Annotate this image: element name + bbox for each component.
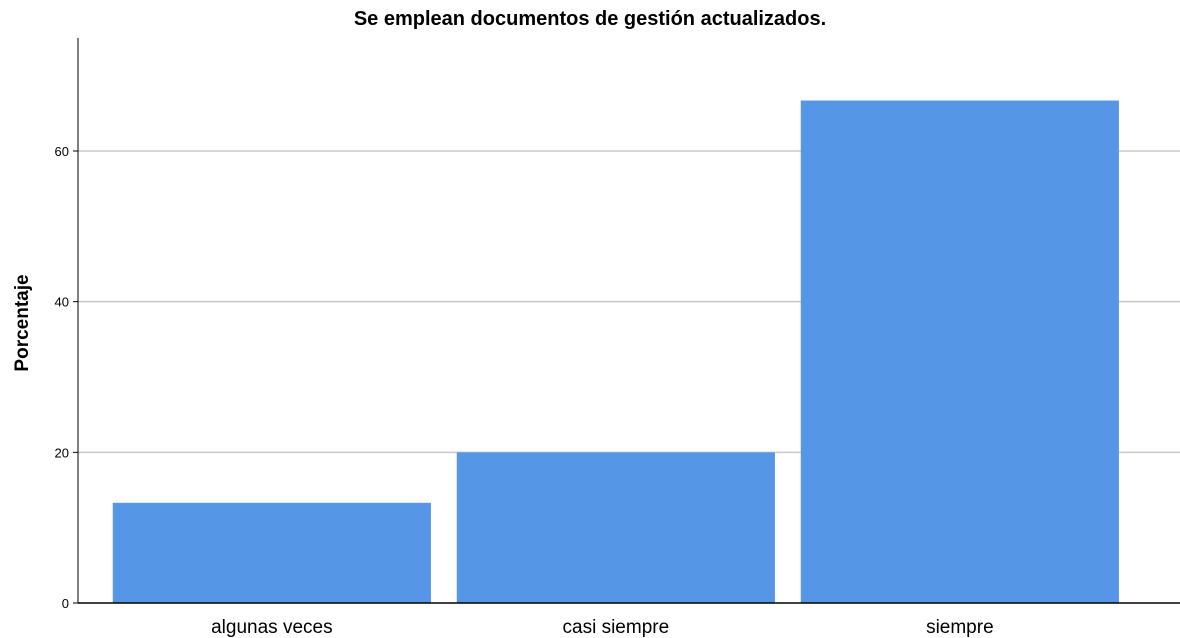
bar-casi-siempre	[456, 452, 775, 603]
y-tick-label-40: 40	[55, 295, 69, 310]
y-tick-label-0: 0	[62, 596, 69, 611]
axes	[73, 38, 1180, 604]
bars	[112, 100, 1119, 603]
y-axis-title: Porcentaje	[12, 274, 33, 371]
bar-siempre	[800, 100, 1119, 603]
y-tick-label-60: 60	[55, 144, 69, 159]
bar-algunas-veces	[112, 502, 431, 603]
x-tick-label-casi-siempre: casi siempre	[563, 617, 670, 638]
x-tick-label-algunas-veces: algunas veces	[211, 617, 332, 638]
y-tick-label-20: 20	[55, 445, 69, 460]
labels: 0 20 40 60 algunas veces casi siempre siempre	[55, 144, 994, 638]
x-tick-label-siempre: siempre	[926, 617, 994, 638]
chart-title: Se emplean documentos de gestión actuali…	[353, 8, 827, 30]
